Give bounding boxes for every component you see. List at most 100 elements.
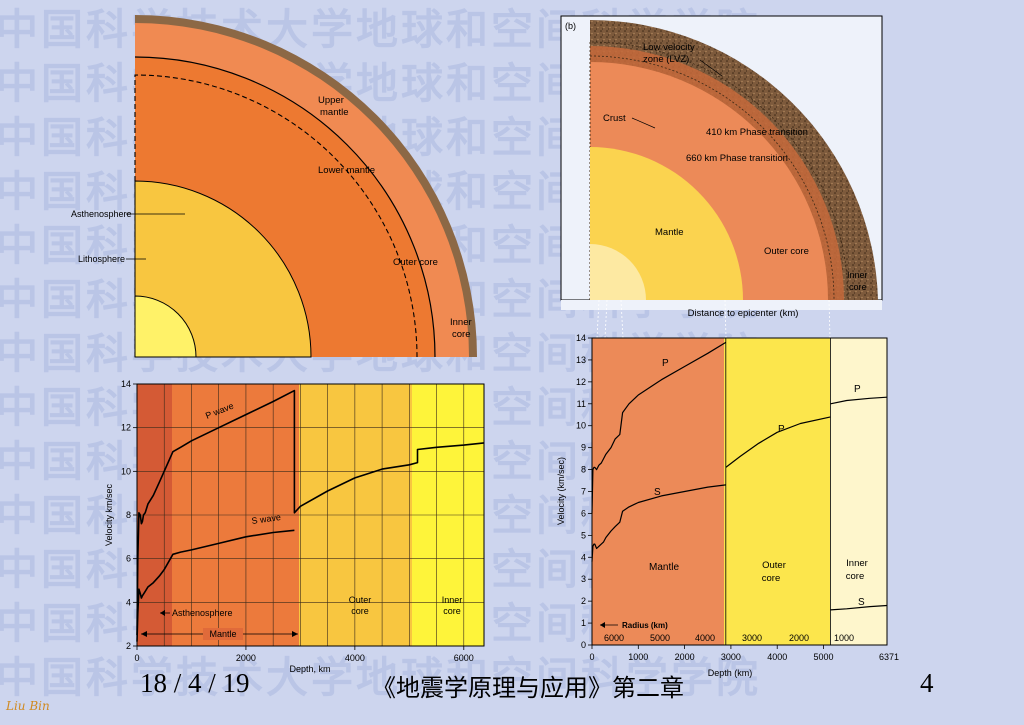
x-tick-label: 0	[589, 652, 594, 662]
inner-core-label-b: Inner	[847, 270, 868, 280]
phase-660-boundary	[589, 55, 835, 301]
earth-cross-section-b: (b) Low velocity zone (LVZ) Crust 410 km…	[560, 15, 883, 339]
chart-b-s-mantle-label: S	[654, 487, 661, 498]
chart-a-outer-core-label: Outer	[349, 595, 372, 605]
figure-b-bottom-mask	[561, 300, 882, 310]
chart-a-asthenosphere-label: Asthenosphere	[172, 608, 233, 618]
y-tick-label: 11	[577, 399, 586, 409]
inner-core-label: Inner	[450, 317, 472, 328]
earth-cross-section-a: Upper mantle Lower mantle Outer core Inn…	[71, 15, 477, 358]
upper-mantle-label-2: mantle	[320, 107, 349, 118]
distance-label: Distance to epicenter (km)	[688, 308, 799, 319]
x-tick-label: 1000	[628, 652, 648, 662]
radius-tick: 3000	[742, 633, 762, 643]
chart-b-outer-core-label-2: core	[762, 573, 780, 584]
chart-a-grid	[137, 384, 484, 646]
series-line-s	[591, 484, 726, 562]
phase-660-label: 660 km Phase transition	[686, 153, 788, 164]
chart-b-mantle-label: Mantle	[649, 562, 679, 573]
crust-leader	[631, 117, 656, 129]
outer-core-label-b: Outer core	[764, 246, 809, 257]
upper-mantle-label: Upper	[318, 95, 344, 106]
y-tick-label: 6	[126, 554, 131, 564]
radius-tick: 2000	[789, 633, 809, 643]
outer-core-layer	[134, 180, 312, 358]
upper-mantle-boundary	[134, 56, 436, 358]
chart-a-inner-core-label-2: core	[443, 606, 461, 616]
chart-b-mantle-band	[592, 338, 724, 645]
y-tick-label: 4	[581, 552, 586, 562]
series-line-p	[830, 396, 888, 405]
page-number: 4	[920, 668, 934, 698]
chart-b-p-inner-label: P	[854, 384, 861, 395]
chart-a-outer-core-label-2: core	[351, 606, 369, 616]
chart-b-p-mantle-label: P	[662, 358, 669, 369]
outer-core-label: Outer core	[393, 257, 438, 268]
chart-a-inner-core-label: Inner	[442, 595, 463, 605]
asthenosphere-label: Asthenosphere	[71, 209, 132, 219]
crust-label: Crust	[603, 113, 626, 124]
y-tick-label: 3	[581, 574, 586, 584]
radius-tick: 5000	[650, 633, 670, 643]
inner-core-layer-b	[590, 244, 646, 300]
chart-b-inner-core-label: Inner	[846, 558, 868, 569]
footer-title: 《地震学原理与应用》第二章	[372, 674, 684, 702]
lvz-label: Low velocity	[643, 42, 695, 53]
series-line-p	[591, 341, 727, 514]
series-line-p	[725, 416, 831, 468]
s-wave-label: S wave	[251, 512, 282, 526]
y-tick-label: 9	[581, 443, 586, 453]
y-tick-label: 4	[126, 597, 131, 607]
chart-b-p-outer-label: P	[778, 424, 785, 435]
y-tick-label: 0	[581, 640, 586, 650]
y-tick-label: 13	[576, 355, 586, 365]
author-signature: Liu Bin	[5, 699, 50, 713]
chart-b-x-axis-label: Depth (km)	[708, 668, 753, 678]
y-tick-label: 10	[121, 466, 131, 476]
lvz-leader	[699, 59, 723, 77]
x-tick-label: 2000	[236, 653, 256, 663]
mantle-arrow-left	[141, 631, 147, 637]
lithosphere-label: Lithosphere	[78, 254, 125, 264]
chart-b-inner-core-band	[830, 338, 887, 645]
y-tick-label: 12	[576, 377, 586, 387]
inner-core-label-b-2: core	[849, 282, 867, 292]
inner-core-label-2: core	[452, 329, 470, 340]
footer-date: 18 / 4 / 19	[140, 668, 250, 698]
y-tick-label: 14	[576, 333, 586, 343]
lvz-label-2: zone (LVZ)	[643, 54, 689, 65]
x-tick-label: 0	[134, 653, 139, 663]
lower-mantle-label: Lower mantle	[318, 165, 375, 176]
y-tick-label: 10	[576, 421, 586, 431]
inner-core-layer	[134, 295, 197, 358]
series-line-s-wave	[136, 529, 295, 642]
x-tick-label: 5000	[814, 652, 834, 662]
chart-a-ticks: 2 4 6 8 10 12 14 0 2000 4000 6000	[121, 379, 474, 663]
y-tick-label: 6	[581, 508, 586, 518]
asthenosphere-boundary	[134, 74, 418, 358]
y-tick-label: 8	[581, 465, 586, 475]
x-tick-label: 2000	[675, 652, 695, 662]
radius-axis-label: Radius (km)	[622, 621, 668, 630]
chart-b-y-axis-label: Velocity (km/sec)	[556, 457, 566, 525]
x-tick-label: 4000	[345, 653, 365, 663]
chart-a-y-axis-label: Velocity km/sec	[104, 483, 114, 546]
chart-b-outer-core-label: Outer	[762, 560, 786, 571]
y-tick-label: 7	[581, 487, 586, 497]
mantle-arrow-right	[292, 631, 298, 637]
y-tick-label: 2	[581, 596, 586, 606]
mantle-label-bg	[203, 628, 243, 640]
x-tick-label: 6371	[879, 652, 899, 662]
series-line-s	[830, 604, 888, 611]
series-line-p-wave	[136, 389, 485, 636]
x-tick-label: 4000	[767, 652, 787, 662]
chart-b-inner-core-label-2: core	[846, 571, 864, 582]
x-tick-label: 6000	[454, 653, 474, 663]
radius-tick: 1000	[834, 633, 854, 643]
chart-b-outer-core-band	[724, 338, 830, 645]
phase-410-boundary	[589, 41, 849, 301]
asthenosphere-arrowhead	[160, 610, 165, 616]
